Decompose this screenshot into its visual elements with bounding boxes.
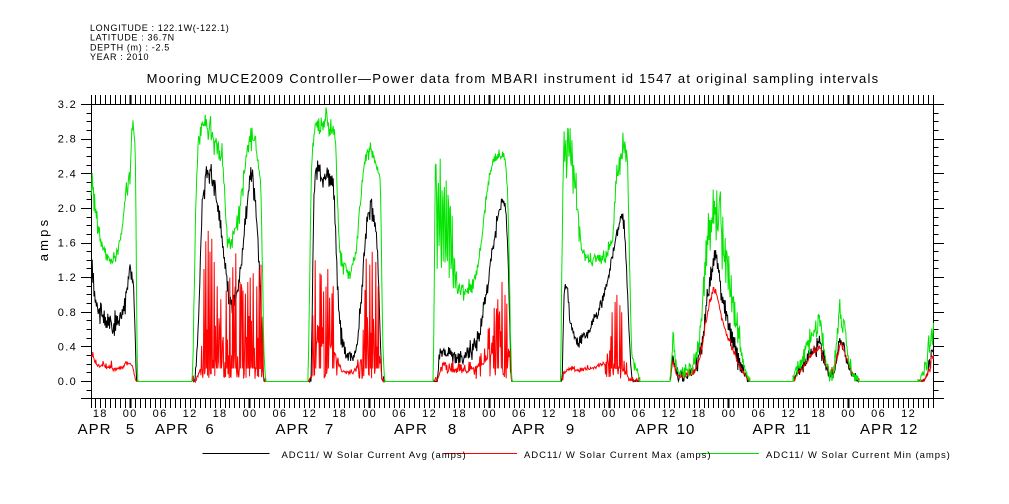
svg-text:0.4: 0.4 xyxy=(58,341,77,353)
svg-text:18: 18 xyxy=(332,408,347,420)
svg-text:3.2: 3.2 xyxy=(58,99,77,111)
svg-text:0.0: 0.0 xyxy=(58,376,77,388)
svg-text:06: 06 xyxy=(632,408,647,420)
svg-text:9: 9 xyxy=(566,421,575,438)
svg-text:LONGITUDE : 122.1W(-122.1): LONGITUDE : 122.1W(-122.1) xyxy=(90,23,229,33)
svg-text:11: 11 xyxy=(794,421,812,438)
svg-text:12: 12 xyxy=(542,408,557,420)
svg-text:1.6: 1.6 xyxy=(58,238,77,250)
svg-text:18: 18 xyxy=(811,408,826,420)
svg-text:1.2: 1.2 xyxy=(58,272,77,284)
svg-text:2.0: 2.0 xyxy=(58,203,77,215)
svg-text:06: 06 xyxy=(512,408,527,420)
svg-text:0.8: 0.8 xyxy=(58,307,77,319)
svg-text:ADC11/ W Solar Current Min (am: ADC11/ W Solar Current Min (amps) xyxy=(766,450,951,461)
svg-text:18: 18 xyxy=(93,408,108,420)
svg-text:10: 10 xyxy=(677,421,696,438)
svg-text:8: 8 xyxy=(448,421,457,438)
svg-text:ADC11/ W Solar Current Avg (am: ADC11/ W Solar Current Avg (amps) xyxy=(282,450,467,461)
svg-text:12: 12 xyxy=(662,408,677,420)
svg-text:12: 12 xyxy=(781,408,796,420)
svg-text:6: 6 xyxy=(205,421,214,438)
svg-text:12: 12 xyxy=(900,421,919,438)
svg-text:12: 12 xyxy=(183,408,198,420)
svg-text:06: 06 xyxy=(871,408,886,420)
svg-text:APR: APR xyxy=(512,421,546,438)
svg-text:APR: APR xyxy=(155,421,189,438)
svg-text:APR: APR xyxy=(78,421,112,438)
svg-text:06: 06 xyxy=(392,408,407,420)
svg-text:00: 00 xyxy=(362,408,377,420)
svg-text:00: 00 xyxy=(722,408,737,420)
svg-text:12: 12 xyxy=(901,408,916,420)
svg-text:00: 00 xyxy=(243,408,258,420)
svg-text:7: 7 xyxy=(325,421,334,438)
svg-text:5: 5 xyxy=(126,421,135,438)
svg-text:APR: APR xyxy=(860,421,894,438)
svg-text:12: 12 xyxy=(422,408,437,420)
svg-text:amps: amps xyxy=(36,217,51,262)
svg-text:00: 00 xyxy=(841,408,856,420)
svg-text:APR: APR xyxy=(276,421,310,438)
svg-text:2.4: 2.4 xyxy=(58,168,77,180)
svg-text:00: 00 xyxy=(482,408,497,420)
svg-text:APR: APR xyxy=(636,421,670,438)
svg-text:2.8: 2.8 xyxy=(58,134,77,146)
svg-text:00: 00 xyxy=(602,408,617,420)
svg-text:06: 06 xyxy=(272,408,287,420)
svg-text:18: 18 xyxy=(692,408,707,420)
svg-text:06: 06 xyxy=(153,408,168,420)
svg-text:YEAR : 2010: YEAR : 2010 xyxy=(90,52,149,62)
svg-text:18: 18 xyxy=(213,408,228,420)
svg-text:DEPTH (m) : -2.5: DEPTH (m) : -2.5 xyxy=(90,42,170,52)
svg-text:APR: APR xyxy=(753,421,787,438)
svg-text:00: 00 xyxy=(123,408,138,420)
svg-text:Mooring MUCE2009 Controller—Po: Mooring MUCE2009 Controller—Power data f… xyxy=(147,71,880,86)
svg-text:18: 18 xyxy=(572,408,587,420)
svg-text:18: 18 xyxy=(452,408,467,420)
svg-text:APR: APR xyxy=(394,421,428,438)
svg-text:ADC11/ W Solar Current Max (am: ADC11/ W Solar Current Max (amps) xyxy=(524,450,711,461)
svg-text:06: 06 xyxy=(751,408,766,420)
svg-text:12: 12 xyxy=(302,408,317,420)
svg-text:LATITUDE : 36.7N: LATITUDE : 36.7N xyxy=(90,33,175,43)
